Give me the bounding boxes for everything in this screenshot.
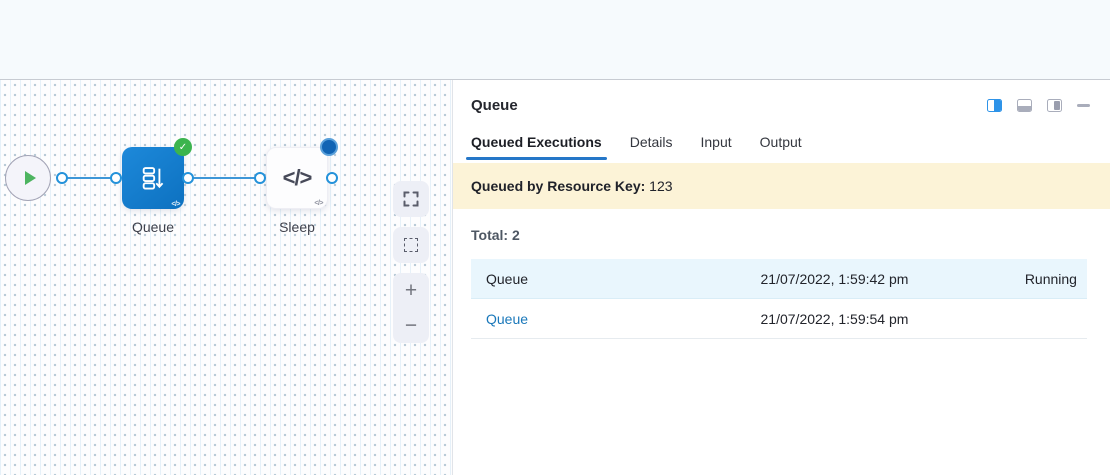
banner-value: 123 <box>649 178 673 194</box>
play-icon <box>24 171 36 185</box>
code-icon: </> <box>282 165 313 190</box>
panel-header: Queue <box>453 80 1110 114</box>
connector-queue-input[interactable] <box>110 172 122 184</box>
layout-bottom-panel-icon[interactable] <box>1017 99 1032 112</box>
zoom-in-button[interactable]: + <box>404 279 418 302</box>
selection-mode-button[interactable] <box>393 227 429 263</box>
tab-queued-executions[interactable]: Queued Executions <box>466 134 607 160</box>
node-sleep[interactable]: </> </> <box>266 138 338 209</box>
execution-timestamp: 21/07/2022, 1:59:54 pm <box>760 310 909 327</box>
code-node-type-icon: </> <box>314 200 323 207</box>
layout-side-panel-icon[interactable] <box>987 99 1002 112</box>
execution-status: Running <box>1024 270 1077 287</box>
selection-box-icon <box>404 238 418 252</box>
edge-queue-sleep <box>188 177 260 179</box>
top-bar <box>0 0 1110 80</box>
waiting-badge-icon <box>320 138 338 156</box>
panel-window-controls <box>987 97 1090 112</box>
code-node-type-icon: </> <box>171 201 180 208</box>
tab-output[interactable]: Output <box>759 134 802 150</box>
total-label: Total: <box>471 227 509 243</box>
node-detail-panel: Queue Queued Executions Details Input Ou… <box>452 80 1110 475</box>
connector-sleep-output[interactable] <box>326 172 338 184</box>
panel-tabs: Queued Executions Details Input Output <box>466 134 1110 160</box>
resource-key-banner: Queued by Resource Key: 123 <box>453 163 1110 209</box>
executions-table: Queue 21/07/2022, 1:59:42 pm Running Que… <box>471 259 1087 339</box>
tab-input[interactable]: Input <box>700 134 732 150</box>
panel-title: Queue <box>471 97 518 114</box>
execution-row[interactable]: Queue 21/07/2022, 1:59:42 pm Running <box>471 259 1087 299</box>
start-node[interactable] <box>5 155 51 201</box>
zoom-out-button[interactable]: − <box>404 314 418 337</box>
execution-row[interactable]: Queue 21/07/2022, 1:59:54 pm <box>471 299 1087 339</box>
zoom-to-fit-button[interactable] <box>393 181 429 217</box>
total-value: 2 <box>511 227 520 243</box>
zoom-control: + − <box>393 273 429 343</box>
minimize-panel-icon[interactable] <box>1077 104 1090 107</box>
connector-queue-output[interactable] <box>182 172 194 184</box>
workflow-canvas[interactable]: ✓ </> </> </> Queue Sleep <box>0 80 452 475</box>
total-count: Total: 2 <box>471 227 1087 243</box>
execution-name: Queue <box>486 270 529 287</box>
banner-label: Queued by Resource Key: <box>471 178 646 194</box>
success-badge-icon: ✓ <box>174 138 192 156</box>
node-queue[interactable]: ✓ </> <box>122 138 192 209</box>
node-label-queue: Queue <box>131 219 175 235</box>
node-label-sleep: Sleep <box>279 219 315 235</box>
execution-name-link[interactable]: Queue <box>486 310 529 327</box>
edge-start-queue <box>62 177 116 179</box>
queue-icon <box>142 167 164 190</box>
connector-start-output[interactable] <box>56 172 68 184</box>
executions-content: Total: 2 Queue 21/07/2022, 1:59:42 pm Ru… <box>453 209 1110 339</box>
layout-right-panel-icon[interactable] <box>1047 99 1062 112</box>
execution-timestamp: 21/07/2022, 1:59:42 pm <box>760 270 909 287</box>
tab-details[interactable]: Details <box>629 134 673 150</box>
connector-sleep-input[interactable] <box>254 172 266 184</box>
fit-view-icon <box>403 191 419 207</box>
